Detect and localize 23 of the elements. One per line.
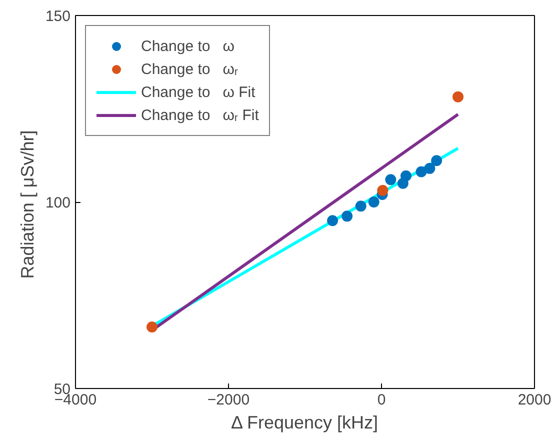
point	[146, 321, 158, 332]
point	[327, 215, 338, 226]
point	[400, 170, 412, 182]
x-axis-title: Δ Frequency [kHz]	[230, 412, 378, 432]
x-tick-label: 0	[377, 392, 386, 408]
y-tick-label: 150	[45, 8, 71, 25]
y-tick-label: 100	[45, 194, 71, 212]
x-tick-label: −2000	[207, 392, 250, 408]
point	[385, 174, 396, 186]
point	[377, 184, 388, 196]
point	[431, 155, 442, 166]
y-axis-title: Radiation [ μSv/hr]	[17, 130, 38, 279]
point	[424, 162, 436, 174]
point	[355, 200, 366, 212]
legend-label: Change to ωᵣ Fit	[141, 106, 259, 124]
x-tick-label: 2000	[518, 392, 552, 408]
legend-label: Change to ω	[141, 38, 234, 54]
point	[368, 196, 380, 208]
point	[452, 91, 464, 102]
point	[342, 210, 353, 222]
point	[416, 166, 427, 178]
legend-label: Change to ω Fit	[141, 84, 256, 100]
legend-label: Change to ωᵣ	[141, 60, 238, 78]
